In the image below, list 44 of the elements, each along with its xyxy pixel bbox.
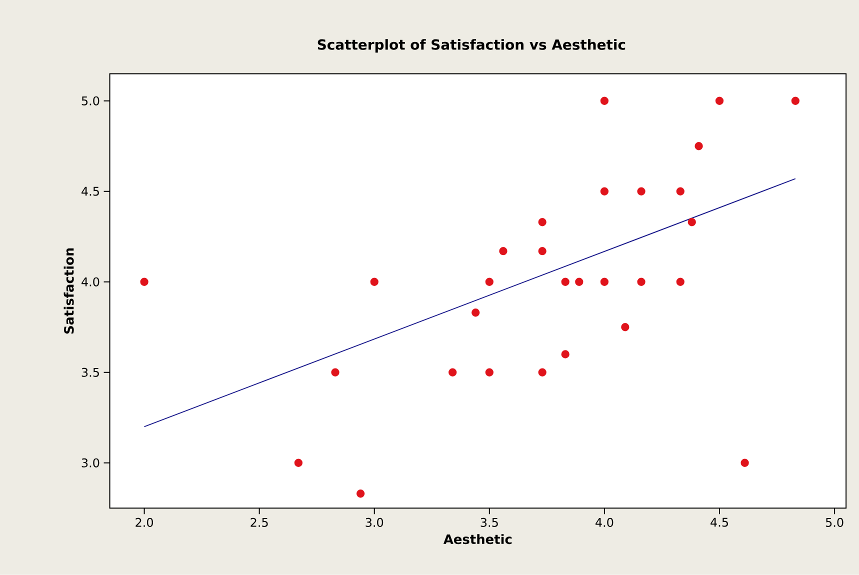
point: [694, 142, 703, 150]
point: [600, 187, 609, 196]
chart-title: Scatterplot of Satisfaction vs Aesthetic: [318, 39, 626, 53]
y-axis-title: Satisfaction: [64, 248, 74, 334]
point: [538, 218, 546, 226]
point: [676, 278, 684, 286]
point: [575, 278, 584, 286]
y-tick-label: 4.0: [82, 277, 100, 286]
point: [561, 350, 570, 358]
point: [538, 247, 546, 256]
point: [600, 278, 609, 286]
point: [561, 278, 570, 286]
point: [600, 96, 609, 106]
point: [140, 278, 148, 286]
point: [740, 458, 749, 468]
point: [472, 308, 480, 317]
point: [621, 323, 630, 332]
x-tick-label: 3.5: [480, 518, 498, 528]
x-tick-label: 4.0: [596, 518, 614, 528]
x-tick-label: 4.5: [710, 518, 728, 527]
point: [676, 187, 684, 196]
y-tick-label: 3.0: [82, 458, 100, 468]
point: [356, 490, 365, 498]
point: [294, 458, 303, 468]
point: [448, 368, 457, 377]
x-tick-label: 3.0: [366, 518, 384, 528]
point: [688, 218, 696, 226]
point: [715, 96, 724, 106]
y-tick-label: 5.0: [82, 96, 100, 106]
x-tick-label: 5.0: [826, 518, 844, 528]
point: [637, 187, 646, 196]
y-tick-label: 4.5: [82, 186, 99, 196]
point: [791, 96, 800, 106]
y-tick-label: 3.5: [82, 368, 99, 377]
point: [370, 278, 378, 286]
x-tick-label: 2.5: [250, 518, 268, 528]
point: [485, 278, 494, 286]
x-tick-label: 2.0: [136, 518, 153, 528]
point: [499, 247, 508, 256]
point: [331, 368, 340, 377]
point: [637, 278, 646, 286]
point: [485, 368, 494, 377]
point: [538, 368, 546, 377]
x-axis-title: Aesthetic: [443, 534, 512, 544]
